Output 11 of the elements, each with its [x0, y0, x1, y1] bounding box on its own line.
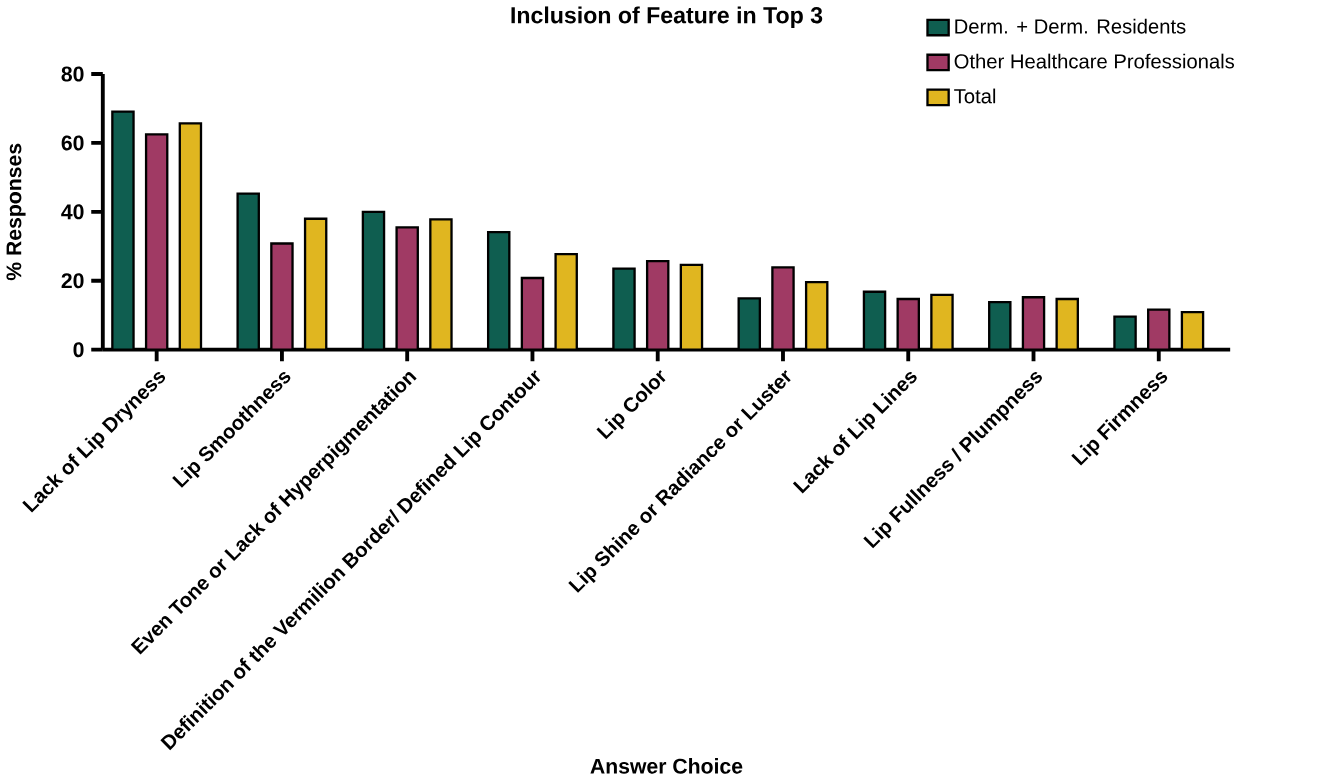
- legend-label: Derm. + Derm. Residents: [955, 18, 1186, 34]
- chart-title: Inclusion of Feature in Top 3: [511, 6, 823, 28]
- y-tick-label: 20: [61, 273, 84, 289]
- legend-label: Total: [954, 88, 996, 104]
- y-tick-label: 0: [73, 342, 84, 358]
- y-tick-label: 60: [61, 135, 84, 151]
- y-axis-title: % Responses: [6, 143, 26, 281]
- x-axis-title: Answer Choice: [590, 758, 743, 774]
- legend-label: Other Healthcare Professionals: [954, 53, 1235, 69]
- y-tick-label: 80: [61, 66, 84, 82]
- y-tick-label: 40: [61, 204, 84, 220]
